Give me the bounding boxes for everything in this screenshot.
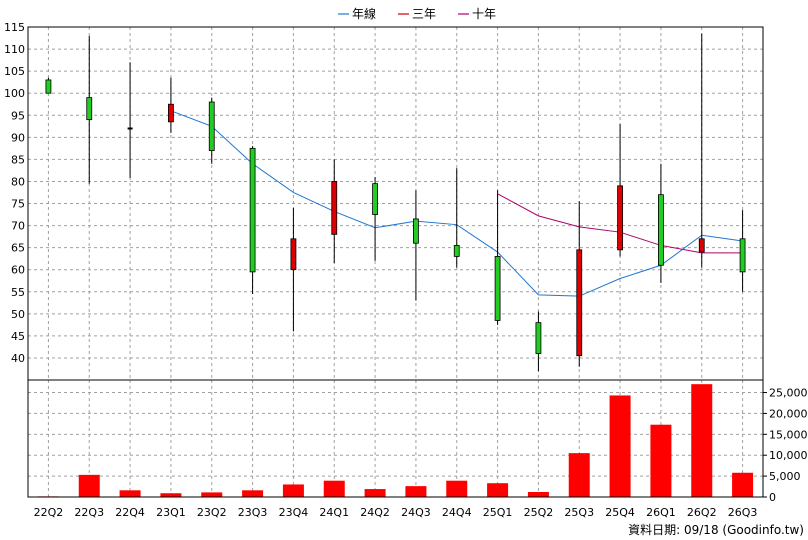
candle-body xyxy=(168,103,174,123)
candle-body xyxy=(413,218,419,244)
volume-bar xyxy=(323,480,345,497)
volume-bar xyxy=(691,384,713,497)
price-tick-label: 110 xyxy=(4,43,25,56)
price-tick-label: 40 xyxy=(11,352,25,365)
candle-body xyxy=(617,185,623,251)
candle-body xyxy=(494,256,501,321)
category-tick-label: 24Q3 xyxy=(401,506,431,519)
volume-bar xyxy=(201,492,223,497)
category-tick-label: 25Q1 xyxy=(483,506,513,519)
candle-body xyxy=(290,238,297,271)
legend-label: 年線 xyxy=(352,6,376,21)
footer-source: 資料日期: 09/18 (Goodinfo.tw) xyxy=(628,523,804,537)
category-tick-label: 26Q2 xyxy=(687,506,717,519)
price-tick-label: 45 xyxy=(11,330,25,343)
legend: 年線 三年 十年 xyxy=(338,6,496,21)
category-tick-label: 22Q4 xyxy=(115,506,145,519)
candle-body xyxy=(86,97,93,121)
price-tick-label: 100 xyxy=(4,87,25,100)
price-tick-label: 80 xyxy=(11,175,25,188)
price-tick-label: 50 xyxy=(11,308,25,321)
category-tick-label: 25Q4 xyxy=(605,506,635,519)
category-tick-label: 26Q3 xyxy=(728,506,758,519)
volume-tick-label: 20,000 xyxy=(769,407,808,420)
volume-bar xyxy=(405,486,427,497)
volume-bar xyxy=(487,483,509,497)
candle-body xyxy=(576,249,583,357)
price-tick-label: 75 xyxy=(11,198,25,211)
price-tick-label: 90 xyxy=(11,131,25,144)
category-tick-label: 23Q2 xyxy=(197,506,227,519)
volume-bar xyxy=(364,489,386,497)
candle-body xyxy=(45,79,52,94)
plot-frame xyxy=(27,26,764,498)
price-tick-label: 95 xyxy=(11,109,25,122)
category-tick-label: 26Q1 xyxy=(646,506,676,519)
volume-bar xyxy=(650,424,672,497)
category-tick-label: 23Q3 xyxy=(238,506,268,519)
legend-label: 十年 xyxy=(472,7,496,21)
price-tick-label: 85 xyxy=(11,153,25,166)
tick-labels: 40 45 50 55 60 65 70 75 80 85 90 95 100 105 110 115 0 5,0… xyxy=(4,21,808,519)
legend-label: 三年 xyxy=(412,7,436,21)
price-tick-label: 105 xyxy=(4,65,25,78)
category-tick-label: 24Q4 xyxy=(442,506,472,519)
axes xyxy=(27,26,764,498)
volume-bar xyxy=(119,490,141,497)
volume-bar xyxy=(78,474,100,497)
volume-bar xyxy=(242,490,264,497)
price-tick-label: 115 xyxy=(4,21,25,34)
category-tick-label: 22Q3 xyxy=(74,506,104,519)
candlesticks xyxy=(45,33,746,372)
price-tick-label: 60 xyxy=(11,264,25,277)
category-tick-label: 23Q4 xyxy=(279,506,309,519)
volume-bar xyxy=(446,480,468,497)
candle-body xyxy=(658,194,664,266)
candle-body xyxy=(331,181,338,235)
price-tick-label: 70 xyxy=(11,220,25,233)
volume-tick-label: 0 xyxy=(769,491,776,504)
category-tick-label: 25Q3 xyxy=(564,506,594,519)
volume-bar xyxy=(527,491,549,497)
volume-tick-label: 25,000 xyxy=(769,387,808,400)
candle-body xyxy=(739,238,746,273)
volume-bar xyxy=(732,472,754,497)
volume-tick-label: 15,000 xyxy=(769,428,808,441)
volume-bar xyxy=(282,484,304,497)
candle-body xyxy=(249,147,256,273)
volume-bars xyxy=(37,384,754,497)
candle-body xyxy=(698,238,705,253)
candle-body xyxy=(208,101,215,151)
candle-body xyxy=(535,322,542,354)
candle-body xyxy=(453,245,460,257)
candle-body xyxy=(372,183,378,215)
volume-bar xyxy=(568,453,590,497)
price-tick-label: 65 xyxy=(11,242,25,255)
volume-bar xyxy=(160,493,182,497)
category-tick-label: 24Q2 xyxy=(360,506,390,519)
price-tick-label: 55 xyxy=(11,286,25,299)
volume-bar xyxy=(609,395,631,497)
category-tick-label: 25Q2 xyxy=(524,506,554,519)
volume-tick-label: 5,000 xyxy=(769,470,801,483)
category-tick-label: 24Q1 xyxy=(319,506,349,519)
volume-tick-label: 10,000 xyxy=(769,449,808,462)
category-tick-label: 23Q1 xyxy=(156,506,186,519)
category-tick-label: 22Q2 xyxy=(34,506,64,519)
